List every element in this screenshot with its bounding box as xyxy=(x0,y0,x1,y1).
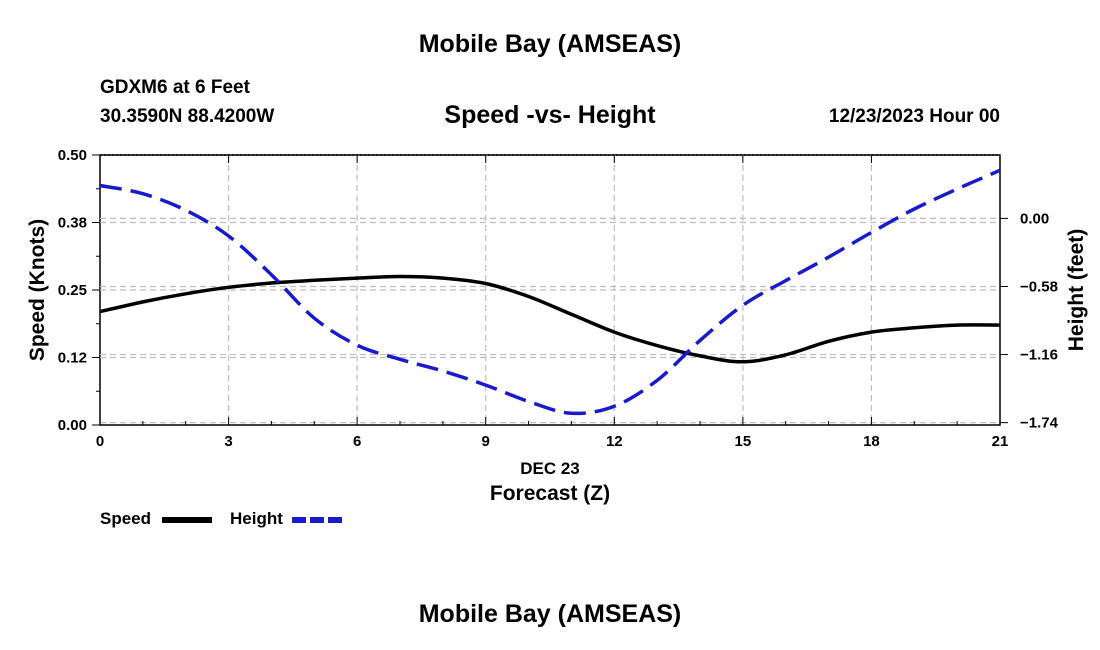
grid-layer xyxy=(100,155,1000,425)
axis-layer: 0 3 6 9 12 15 18 21 0.00 0.12 0.25 0.38 0.50 0.00 −0.5… xyxy=(58,147,1059,450)
chart-subtitle: Speed -vs- Height xyxy=(444,101,656,129)
series-layer xyxy=(99,168,1001,416)
page-title: Mobile Bay (AMSEAS) xyxy=(418,30,682,58)
y-right-tick-label: 0.00 xyxy=(1020,210,1049,227)
legend-height-label: Height xyxy=(230,509,283,528)
series-line-speed xyxy=(99,274,1001,364)
y-left-tick-label: 0.00 xyxy=(58,417,87,434)
x-tick-label: 15 xyxy=(735,433,752,450)
y-axis-right-title: Height (feet) xyxy=(1065,229,1088,352)
x-axis-date-label: DEC 23 xyxy=(520,459,580,478)
y-axis-left-title: Speed (Knots) xyxy=(26,219,49,361)
x-tick-label: 9 xyxy=(482,433,490,450)
x-tick-label: 12 xyxy=(606,433,623,450)
page-title-bottom: Mobile Bay (AMSEAS) xyxy=(418,600,682,628)
y-right-tick-label: −0.58 xyxy=(1020,278,1058,295)
station-label: GDXM6 at 6 Feet xyxy=(100,77,250,98)
y-right-tick-label: −1.74 xyxy=(1020,415,1059,432)
y-left-tick-label: 0.50 xyxy=(58,147,87,164)
y-left-tick-label: 0.12 xyxy=(58,350,87,367)
y-left-tick-label: 0.38 xyxy=(58,215,87,232)
y-right-tick-label: −1.16 xyxy=(1020,347,1058,364)
x-tick-label: 21 xyxy=(992,433,1009,450)
x-tick-label: 6 xyxy=(353,433,361,450)
coordinates-label: 30.3590N 88.4200W xyxy=(100,106,275,127)
x-tick-label: 3 xyxy=(224,433,232,450)
legend-speed-label: Speed xyxy=(100,509,152,528)
x-tick-label: 18 xyxy=(863,433,880,450)
x-tick-label: 0 xyxy=(96,433,104,450)
series-line-height xyxy=(99,168,1001,416)
y-left-tick-label: 0.25 xyxy=(58,282,87,299)
forecast-datetime: 12/23/2023 Hour 00 xyxy=(828,106,1000,127)
x-axis-title: Forecast (Z) xyxy=(490,482,610,505)
